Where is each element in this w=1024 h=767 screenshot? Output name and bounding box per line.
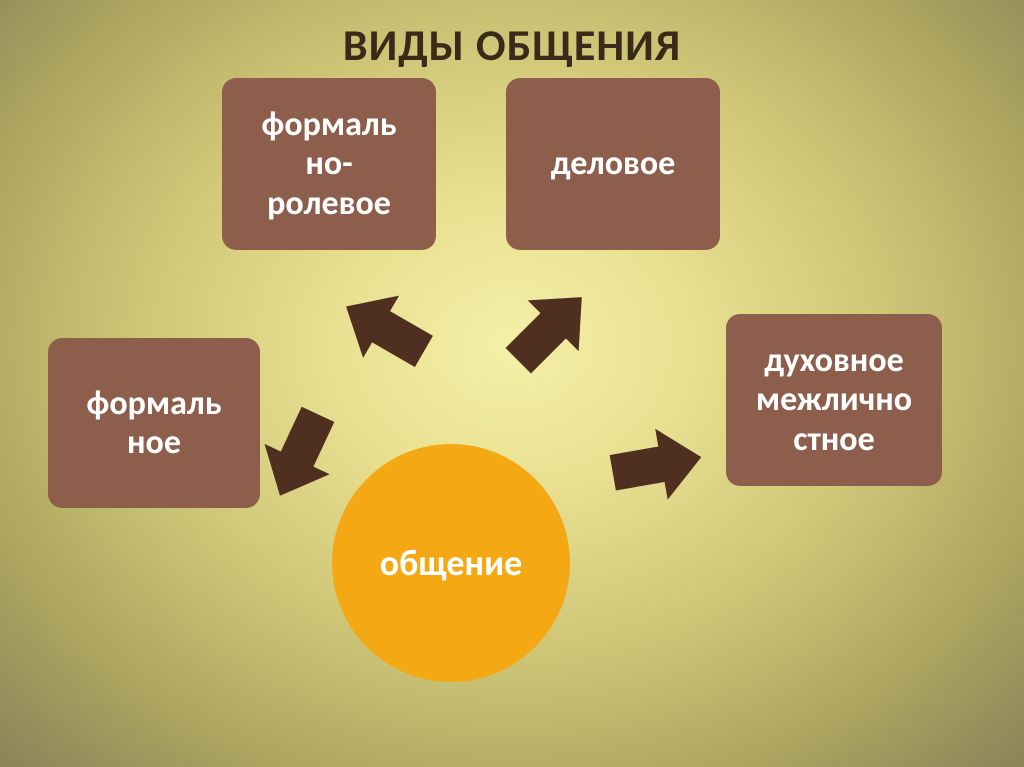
node-spiritual: духовное межлично стное xyxy=(726,314,942,486)
node-formal: формаль ное xyxy=(48,338,260,508)
center-node-label: общение xyxy=(380,541,523,585)
node-business: деловое xyxy=(506,78,720,250)
page-title: ВИДЫ ОБЩЕНИЯ xyxy=(0,18,1024,72)
node-formal-role: формаль но- ролевое xyxy=(222,78,436,250)
node-formal-label: формаль ное xyxy=(86,384,221,462)
arrow-right-icon xyxy=(605,413,709,517)
node-formal-role-label: формаль но- ролевое xyxy=(261,105,396,222)
center-node: общение xyxy=(332,444,570,682)
node-spiritual-label: духовное межлично стное xyxy=(756,341,912,458)
node-business-label: деловое xyxy=(551,144,675,183)
